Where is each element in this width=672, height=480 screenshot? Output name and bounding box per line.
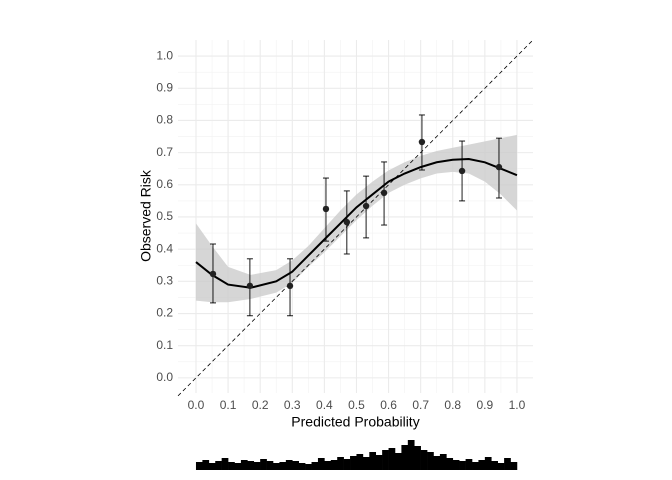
histogram-bar: [446, 458, 454, 470]
y-tick-label: 0.3: [156, 274, 173, 288]
point: [495, 163, 503, 171]
histogram-bar: [394, 453, 402, 470]
histogram-bar: [362, 457, 370, 470]
histogram-bar: [305, 464, 312, 470]
histogram-bar: [266, 461, 274, 470]
point: [458, 167, 466, 175]
histogram-bar: [388, 448, 396, 470]
y-tick-label: 0.1: [156, 338, 173, 352]
histogram-bar: [491, 461, 498, 470]
histogram-bar: [459, 461, 466, 470]
point: [418, 138, 426, 146]
point: [343, 218, 351, 226]
y-tick-label: 1.0: [156, 48, 173, 62]
histogram-bar: [356, 454, 364, 470]
histogram-bar: [478, 460, 486, 470]
histogram-bar: [504, 458, 511, 470]
histogram-bar: [195, 462, 203, 470]
histogram-bar: [472, 462, 479, 470]
histogram-bar: [260, 459, 267, 470]
histogram-bar: [234, 463, 242, 470]
histogram-bar: [433, 456, 441, 470]
histogram-bar: [401, 445, 409, 470]
y-tick-label: 0.8: [156, 113, 173, 127]
x-tick-label: 0.2: [252, 398, 269, 412]
x-tick-label: 0.8: [444, 398, 461, 412]
histogram-bar: [311, 462, 319, 470]
x-tick-label: 0.1: [220, 398, 237, 412]
point: [380, 189, 388, 197]
histogram-bar: [247, 461, 255, 470]
histogram-bar: [439, 454, 447, 470]
y-tick-label: 0.5: [156, 209, 173, 223]
x-tick-label: 0.9: [477, 398, 494, 412]
histogram-bar: [292, 461, 299, 470]
point: [246, 282, 254, 290]
histogram-bar: [221, 458, 229, 470]
histogram-bar: [228, 462, 235, 470]
histogram-bar: [337, 457, 344, 470]
y-tick-label: 0.4: [156, 241, 173, 255]
point: [322, 205, 330, 213]
histogram-bar: [510, 462, 518, 470]
point: [362, 202, 370, 210]
y-axis-title: Observed Risk: [138, 169, 154, 262]
histogram-bar: [350, 456, 357, 470]
histogram-bar: [343, 459, 351, 470]
x-tick-label: 0.3: [284, 398, 301, 412]
histogram-bar: [452, 460, 460, 470]
histogram-bar: [324, 461, 332, 470]
histogram-bar: [279, 462, 287, 470]
x-tick-label: 0.0: [188, 398, 205, 412]
histogram-bar: [202, 460, 210, 470]
histogram-bar: [285, 460, 293, 470]
histogram-bar: [382, 450, 389, 470]
histogram-bar: [317, 458, 325, 470]
histogram-bar: [253, 462, 261, 470]
histogram-bar: [208, 463, 216, 470]
histogram-bar: [330, 460, 338, 470]
x-tick-label: 0.5: [348, 398, 365, 412]
histogram-bar: [240, 460, 248, 470]
histogram-bar: [484, 457, 492, 470]
point: [209, 270, 217, 278]
histogram-bar: [497, 463, 505, 470]
histogram-bar: [414, 446, 421, 470]
point: [286, 282, 294, 290]
histogram-bar: [375, 455, 383, 470]
x-tick-label: 0.7: [412, 398, 429, 412]
x-axis-title: Predicted Probability: [291, 414, 419, 430]
smooth-line: [195, 158, 518, 289]
confidence-band: [195, 134, 517, 303]
histogram-bar: [215, 461, 222, 470]
y-tick-label: 0.7: [156, 145, 173, 159]
x-tick-label: 0.6: [380, 398, 397, 412]
histogram-bar: [298, 463, 306, 470]
y-tick-label: 0.2: [156, 306, 173, 320]
histogram-bar: [369, 452, 377, 470]
histogram-bar: [273, 463, 280, 470]
histogram-bar: [427, 452, 434, 470]
histogram-bar: [407, 440, 415, 470]
y-tick-label: 0.6: [156, 177, 173, 191]
y-tick-label: 0.9: [156, 80, 173, 94]
y-tick-label: 0.0: [156, 370, 173, 384]
x-tick-label: 0.4: [316, 398, 333, 412]
histogram-bar: [420, 450, 428, 470]
x-tick-label: 1.0: [509, 398, 526, 412]
histogram-bar: [465, 459, 473, 470]
